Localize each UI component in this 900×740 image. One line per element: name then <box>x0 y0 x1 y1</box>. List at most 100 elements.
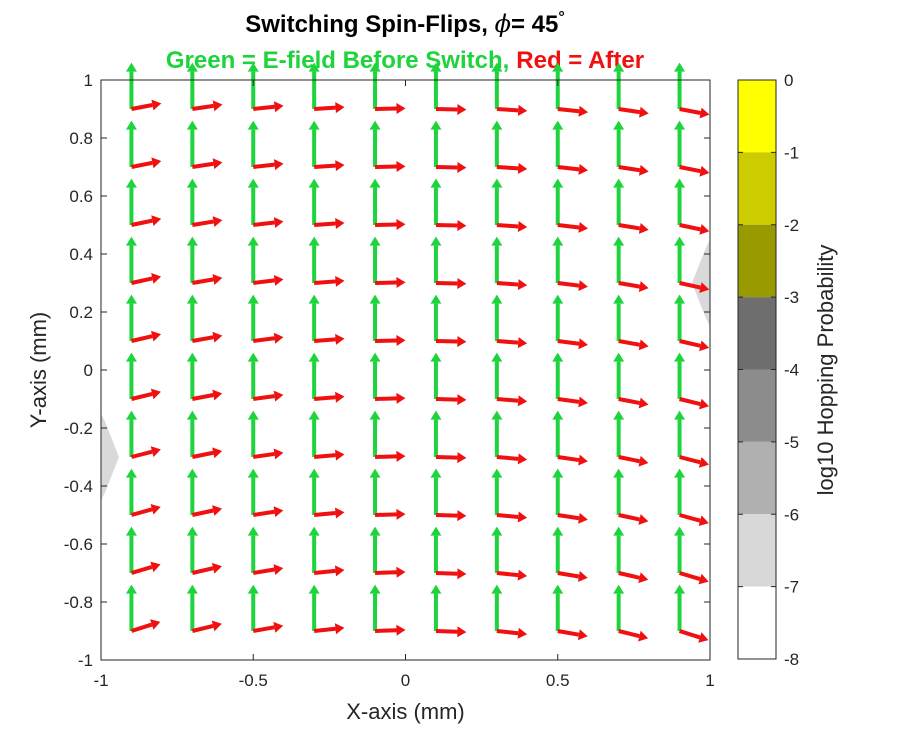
red-arrow <box>557 396 588 408</box>
green-arrow <box>308 468 320 515</box>
red-arrow <box>252 332 284 344</box>
colorbar-tick-label: -6 <box>784 505 799 524</box>
green-arrow <box>247 410 259 457</box>
red-arrow <box>374 392 406 404</box>
green-arrow <box>186 468 198 515</box>
green-arrow <box>430 236 442 283</box>
red-arrow <box>130 619 161 633</box>
y-axis-label: Y-axis (mm) <box>26 312 51 429</box>
green-arrow <box>369 62 381 109</box>
green-arrow <box>674 236 686 283</box>
green-arrow <box>552 120 564 167</box>
red-arrow <box>435 568 467 580</box>
red-arrow <box>435 394 467 406</box>
colorbar-tick-label: -4 <box>784 361 799 380</box>
green-arrow <box>125 62 137 109</box>
x-tick-label: 1 <box>705 671 714 690</box>
green-arrow <box>552 468 564 515</box>
green-arrow <box>430 584 442 631</box>
green-arrow <box>430 294 442 341</box>
red-arrow <box>618 571 649 584</box>
red-arrow <box>313 623 345 635</box>
green-arrow <box>491 62 503 109</box>
red-arrow <box>557 163 588 175</box>
green-arrow <box>247 352 259 399</box>
red-arrow <box>496 569 528 581</box>
y-axis-ticks: 1 0.8 0.6 0.4 0.2 0 -0.2 -0.4 -0.6 -0.8 -1 <box>64 71 710 670</box>
y-tick-label: -0.6 <box>64 535 93 554</box>
colorbar-band <box>738 297 776 370</box>
red-arrow <box>314 275 345 287</box>
green-arrow <box>308 352 320 399</box>
green-arrow <box>125 410 137 457</box>
red-arrow <box>191 447 223 459</box>
green-arrow <box>125 178 137 225</box>
green-arrow <box>247 178 259 225</box>
red-arrow <box>557 338 588 350</box>
green-arrow <box>491 352 503 399</box>
red-arrow <box>496 104 528 116</box>
green-arrow <box>125 120 137 167</box>
red-arrow <box>191 331 223 343</box>
red-arrow <box>374 624 406 636</box>
green-arrow <box>491 526 503 573</box>
green-arrow <box>186 120 198 167</box>
green-arrow <box>552 236 564 283</box>
red-arrow <box>191 505 223 517</box>
green-arrow <box>552 294 564 341</box>
red-arrow <box>313 565 345 577</box>
green-arrow <box>674 468 686 515</box>
y-tick-label: -0.2 <box>64 419 93 438</box>
green-arrow <box>613 410 625 457</box>
green-arrow <box>552 62 564 109</box>
green-arrow <box>308 236 320 283</box>
red-arrow <box>131 157 162 169</box>
y-tick-label: -0.4 <box>64 477 93 496</box>
red-arrow <box>435 452 467 464</box>
title-phi-symbol: ϕ <box>495 10 511 38</box>
red-arrow <box>557 105 589 117</box>
x-tick-label: 0.5 <box>546 671 570 690</box>
green-arrow <box>552 526 564 573</box>
colorbar-tick-label: -5 <box>784 433 799 452</box>
green-arrow <box>247 294 259 341</box>
green-arrow <box>369 120 381 167</box>
colorbar-tick-label: -7 <box>784 578 799 597</box>
green-arrow <box>125 468 137 515</box>
red-arrow <box>252 621 284 633</box>
green-arrow <box>247 62 259 109</box>
red-arrow <box>678 571 709 585</box>
green-arrow <box>186 410 198 457</box>
green-arrow <box>674 178 686 225</box>
red-arrow <box>375 219 406 231</box>
green-arrow <box>308 62 320 109</box>
red-arrow <box>618 339 649 351</box>
green-arrow <box>674 410 686 457</box>
green-arrow <box>613 120 625 167</box>
green-arrow <box>674 120 686 167</box>
green-arrow <box>674 62 686 109</box>
green-arrow <box>369 294 381 341</box>
red-arrow <box>618 164 649 176</box>
red-arrow <box>252 564 284 575</box>
red-arrow <box>192 216 223 227</box>
plot-area <box>101 80 710 660</box>
green-arrow <box>491 178 503 225</box>
title-degree: ° <box>558 9 564 26</box>
green-arrow <box>613 526 625 573</box>
red-arrow <box>191 389 223 401</box>
green-arrow <box>613 236 625 283</box>
colorbar-tick-label: -3 <box>784 288 799 307</box>
green-arrow <box>430 468 442 515</box>
green-arrow <box>430 178 442 225</box>
red-arrow <box>313 449 345 461</box>
quiver-arrows <box>125 62 710 643</box>
green-arrow <box>247 526 259 573</box>
green-arrow <box>186 352 198 399</box>
red-arrow <box>679 165 710 177</box>
red-arrow <box>374 334 406 346</box>
red-arrow <box>130 388 161 401</box>
green-arrow <box>369 526 381 573</box>
red-arrow <box>496 511 528 523</box>
red-arrow <box>375 276 406 288</box>
